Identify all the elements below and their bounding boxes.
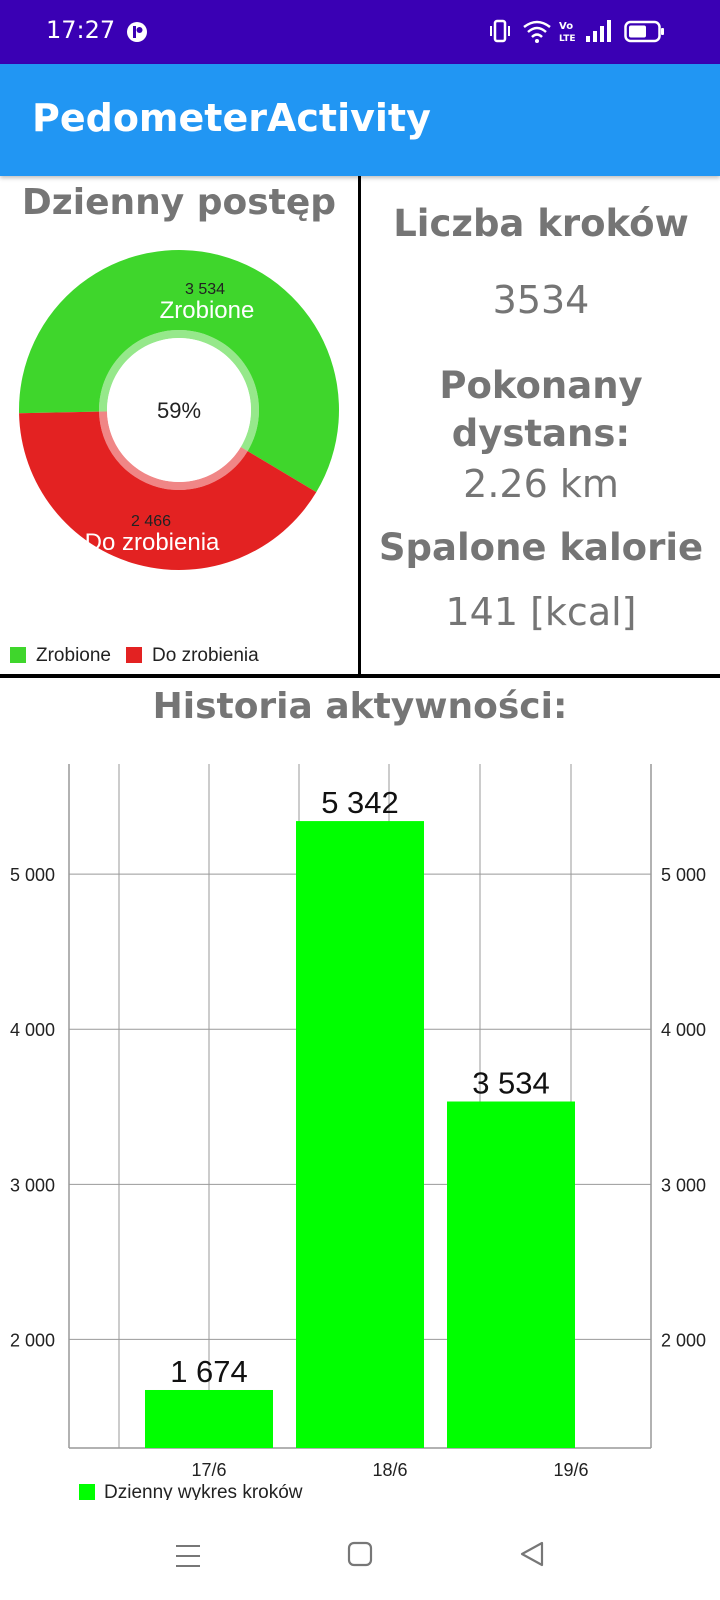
y-tick-label-left: 3 000 (10, 1175, 55, 1195)
bar-19-6[interactable] (447, 1101, 575, 1448)
app-bar: PedometerActivity (0, 64, 720, 176)
calories-value: 141 [kcal] (445, 590, 637, 634)
vertical-divider (358, 176, 361, 676)
y-tick-label-right: 5 000 (661, 865, 706, 885)
menu-nav-icon[interactable] (174, 1542, 202, 1570)
distance-label-line2: dystans: (451, 412, 631, 455)
app-title: PedometerActivity (32, 96, 431, 140)
battery-icon (624, 20, 664, 43)
signal-icon (586, 20, 611, 42)
done-value-label: 3 534 (185, 281, 225, 298)
daily-progress-title: Dzienny postęp (21, 182, 337, 223)
todo-slice-label: Do zrobienia (85, 529, 220, 556)
calories-label: Spalone kalorie (378, 526, 704, 569)
distance-value: 2.26 km (463, 462, 619, 506)
distance-label-line1: Pokonany (439, 364, 643, 407)
wifi-icon (523, 20, 551, 43)
bar-value-label: 3 534 (472, 1066, 550, 1101)
legend-done-label: Zrobione (36, 645, 111, 666)
history-bar-chart[interactable]: 2 000 2 000 3 000 3 000 4 000 4 000 5 000 5 000… (0, 740, 720, 1500)
back-nav-icon[interactable] (518, 1540, 546, 1568)
vibrate-icon (490, 19, 510, 43)
steps-value: 3534 (492, 278, 590, 322)
slice-todo[interactable] (19, 411, 317, 570)
bar-17-6[interactable] (145, 1389, 273, 1448)
x-tick-label: 18/6 (372, 1460, 407, 1480)
history-legend-swatch (79, 1484, 95, 1500)
legend-todo-swatch (126, 647, 142, 663)
todo-value-label: 2 466 (131, 513, 171, 530)
status-bar: 17:27 Vo LTE (0, 0, 720, 64)
legend-done-swatch (10, 647, 26, 663)
y-tick-label-right: 3 000 (661, 1175, 706, 1195)
y-tick-label-left: 2 000 (10, 1330, 55, 1350)
svg-text:LTE: LTE (559, 34, 576, 44)
legend-todo-label: Do zrobienia (152, 645, 259, 666)
history-title: Historia aktywności: (152, 686, 568, 727)
bar-value-label: 5 342 (321, 785, 399, 820)
donut-hole (107, 338, 251, 482)
volte-icon: Vo LTE (559, 21, 576, 44)
done-slice-label: Zrobione (160, 297, 255, 324)
bar-18-6[interactable] (296, 821, 424, 1448)
slice-todo-inner-ring (99, 411, 248, 491)
navigation-bar (0, 1500, 720, 1600)
app-notification-icon (127, 22, 147, 42)
bar-value-label: 1 674 (170, 1354, 248, 1389)
y-tick-label-right: 2 000 (661, 1330, 706, 1350)
svg-text:Vo: Vo (559, 21, 573, 32)
x-tick-label: 17/6 (191, 1460, 226, 1480)
y-tick-label-left: 5 000 (10, 865, 55, 885)
history-legend-label: Dzienny wykres kroków (104, 1482, 303, 1503)
y-tick-label-left: 4 000 (10, 1020, 55, 1040)
x-tick-label: 19/6 (553, 1460, 588, 1480)
donut-center-label: 59% (157, 398, 201, 423)
horizontal-divider (0, 674, 720, 678)
y-tick-label-right: 4 000 (661, 1020, 706, 1040)
steps-label: Liczba kroków (393, 202, 689, 245)
status-time: 17:27 (46, 16, 116, 44)
home-nav-icon[interactable] (346, 1540, 374, 1568)
slice-done[interactable] (18, 249, 340, 493)
